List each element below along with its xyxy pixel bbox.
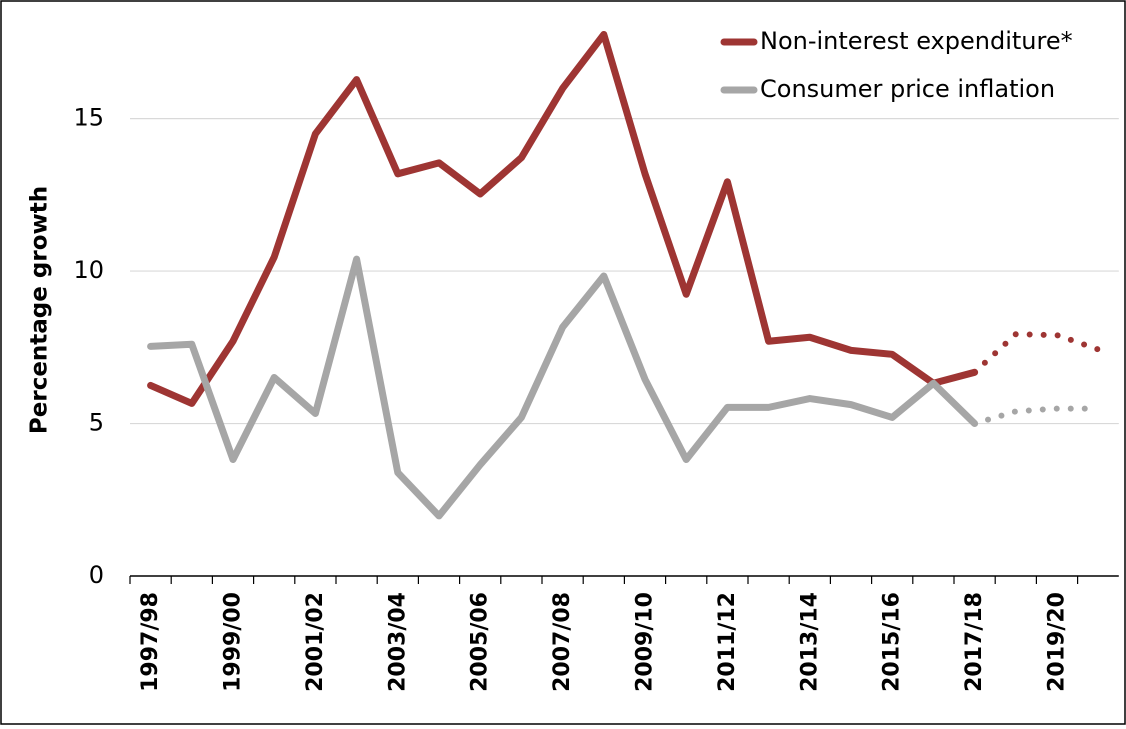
legend-label: Non-interest expenditure* [760,27,1073,55]
x-tick-label: 2017/18 [962,592,987,692]
x-tick-label: 2013/14 [797,592,822,692]
x-tick-label: 2015/16 [880,592,905,692]
x-tick-label: 2007/08 [550,592,575,692]
line [147,30,979,407]
x-tick-label: 2003/04 [385,592,410,692]
y-tick-label: 0 [89,561,104,589]
y-tick-label: 5 [89,409,104,437]
line [147,255,979,520]
x-tick-label: 2005/06 [468,592,493,692]
x-tick-label: 1997/98 [138,592,163,692]
forecast-line [971,405,1102,427]
y-axis-label: Percentage growth [27,186,53,434]
x-tick-label: 2019/20 [1045,592,1070,692]
x-tick-label: 2011/12 [715,592,740,692]
y-tick-label: 10 [73,256,104,284]
forecast-line [971,331,1102,376]
x-tick-label: 2001/02 [303,592,328,692]
legend-label: Consumer price inflation [760,75,1055,103]
x-tick-label: 1999/00 [221,592,246,692]
x-tick-label: 2009/10 [633,592,658,692]
y-tick-label: 15 [73,104,104,132]
